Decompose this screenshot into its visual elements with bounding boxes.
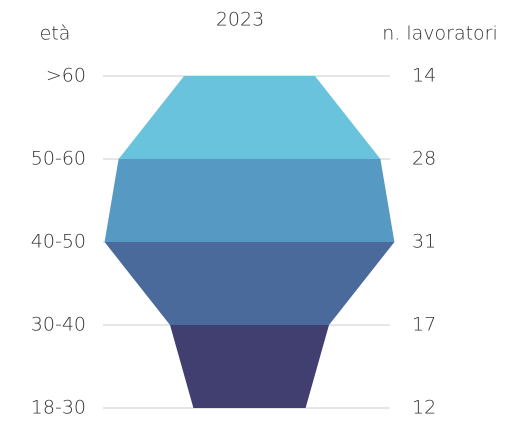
value-label: 31	[412, 231, 436, 253]
chart-title: 2023	[216, 9, 264, 31]
category-label: 18-30	[31, 397, 86, 419]
left-axis-title: età	[40, 23, 71, 45]
value-label: 14	[412, 65, 436, 87]
funnel-band	[104, 159, 395, 242]
value-label: 28	[412, 148, 436, 170]
category-label: 40-50	[31, 231, 86, 253]
right-axis-title: n. lavoratori	[382, 23, 498, 45]
category-label: 50-60	[31, 148, 86, 170]
value-label: 17	[412, 314, 436, 336]
category-label: 30-40	[31, 314, 86, 336]
funnel-band	[104, 242, 395, 325]
value-label: 12	[412, 397, 436, 419]
funnel-band	[170, 325, 329, 408]
funnel-band	[118, 76, 381, 159]
category-label: >60	[46, 65, 86, 87]
